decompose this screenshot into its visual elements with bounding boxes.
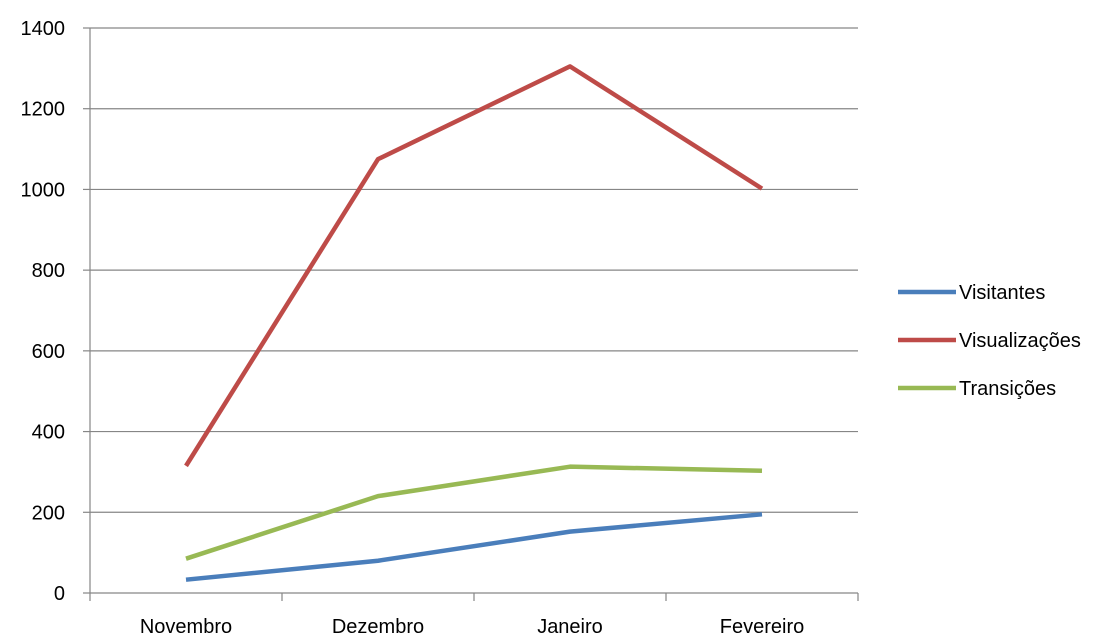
x-tick-label: Fevereiro — [720, 616, 804, 637]
y-tick-label: 1200 — [21, 99, 66, 121]
x-tick-label: Janeiro — [537, 616, 603, 637]
legend-label: Transições — [959, 378, 1056, 400]
series-lines — [184, 64, 764, 582]
y-tick-label: 1000 — [21, 179, 66, 201]
legend: Visitantes Visualizações Transições — [898, 282, 1081, 400]
y-tick-label: 200 — [32, 502, 65, 524]
y-tick-label: 0 — [54, 583, 65, 605]
legend-label: Visitantes — [959, 282, 1045, 304]
x-tick-label: Novembro — [140, 616, 232, 637]
series-line — [185, 464, 763, 561]
x-tick-label: Dezembro — [332, 616, 424, 637]
y-tick-label: 400 — [32, 422, 65, 444]
y-tick-label: 1400 — [21, 18, 66, 40]
gridlines — [90, 27, 858, 513]
y-tick-label: 600 — [32, 341, 65, 363]
axes: 0 200 400 600 800 1000 1200 1400 Novembro Dezembr… — [21, 18, 859, 638]
legend-label: Visualizações — [959, 330, 1081, 352]
series-line — [184, 64, 764, 468]
series-line — [185, 512, 763, 582]
y-tick-label: 800 — [32, 260, 65, 282]
